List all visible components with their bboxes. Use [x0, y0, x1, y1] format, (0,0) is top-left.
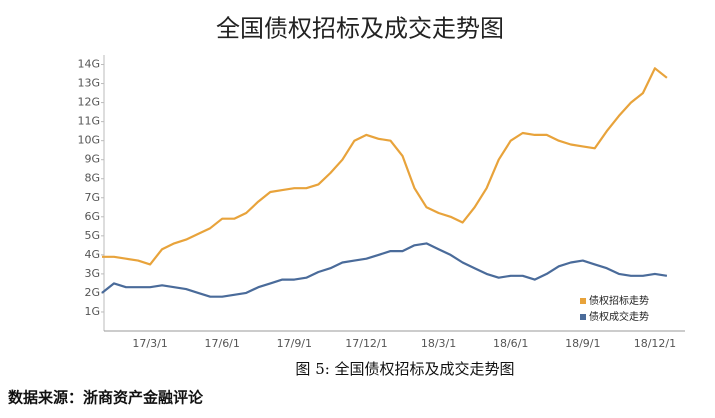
y-tick-label: 5G: [84, 229, 100, 242]
y-tick-label: 14G: [77, 58, 100, 71]
y-tick-label: 3G: [84, 267, 100, 280]
x-tick-label: 17/6/1: [204, 337, 239, 350]
y-tick-label: 1G: [84, 305, 100, 318]
series-line: [102, 67, 668, 266]
legend-label: 债权成交走势: [589, 310, 649, 323]
y-tick-label: 8G: [84, 172, 100, 185]
x-tick-label: 18/3/1: [421, 337, 456, 350]
y-tick-label: 9G: [84, 153, 100, 166]
series-line: [101, 242, 668, 298]
x-tick-label: 18/9/1: [565, 337, 600, 350]
x-tick-label: 18/6/1: [493, 337, 528, 350]
y-tick-label: 12G: [77, 96, 100, 109]
y-tick-label: 4G: [84, 248, 100, 261]
chart-title: 全国债权招标及成交走势图: [216, 15, 504, 43]
x-tick-label: 18/12/1: [634, 337, 676, 350]
legend-swatch: [580, 314, 586, 320]
x-tick-label: 17/12/1: [345, 337, 387, 350]
y-tick-label: 11G: [77, 115, 100, 128]
y-tick-label: 10G: [77, 134, 100, 147]
x-tick-label: 17/3/1: [132, 337, 167, 350]
y-tick-label: 7G: [84, 191, 100, 204]
y-tick-label: 6G: [84, 210, 100, 223]
legend-swatch: [580, 298, 586, 304]
source: 数据来源：浙商资产金融评论: [8, 389, 204, 407]
y-tick-label: 13G: [77, 77, 100, 90]
caption: 图 5: 全国债权招标及成交走势图: [295, 360, 514, 378]
x-tick-label: 17/9/1: [277, 337, 312, 350]
legend-label: 债权招标走势: [589, 294, 649, 307]
y-tick-label: 2G: [84, 286, 100, 299]
